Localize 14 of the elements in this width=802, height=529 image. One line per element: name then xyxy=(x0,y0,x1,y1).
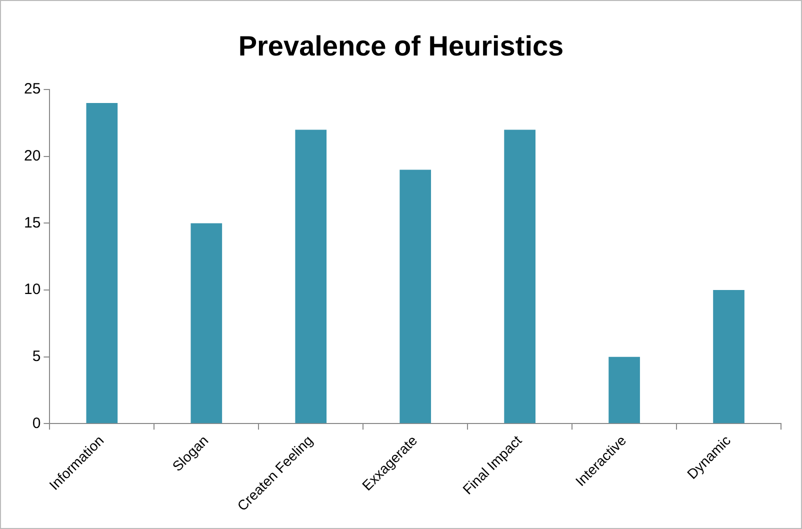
bar xyxy=(504,130,536,424)
bar xyxy=(400,170,432,424)
bar xyxy=(713,290,744,424)
y-tick-label: 25 xyxy=(24,80,41,98)
bar xyxy=(295,130,327,424)
bar xyxy=(86,102,118,424)
y-tick-label: 10 xyxy=(24,281,41,298)
y-tick-label: 20 xyxy=(24,148,41,165)
y-tick-label: 0 xyxy=(32,414,41,432)
bar xyxy=(190,223,222,424)
chart-title: Prevalence of Heuristics xyxy=(238,30,564,62)
bar xyxy=(608,356,640,424)
y-tick-label: 5 xyxy=(32,348,41,366)
y-tick-label: 15 xyxy=(24,214,41,232)
